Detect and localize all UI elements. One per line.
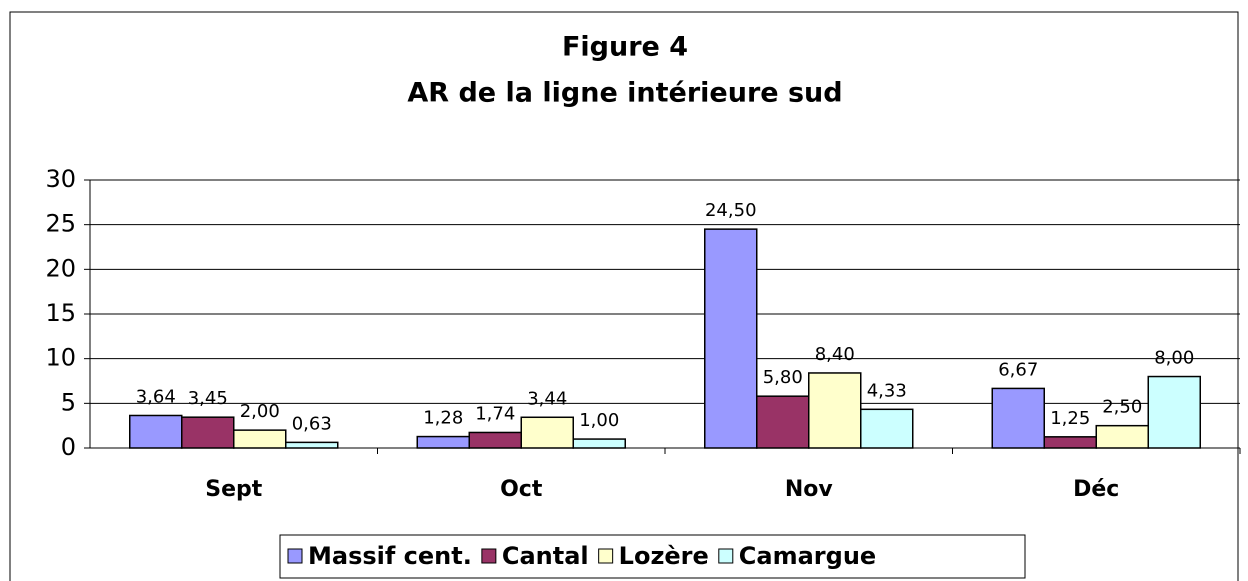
legend-label: Massif cent.	[308, 542, 472, 570]
bar	[416, 435, 470, 449]
y-tick-label: 15	[45, 299, 76, 327]
bar	[181, 416, 235, 449]
legend-label: Camargue	[739, 542, 876, 570]
bar	[756, 395, 810, 449]
data-label: 8,40	[815, 344, 855, 365]
bar	[1043, 436, 1097, 449]
x-tick-label: Déc	[1073, 477, 1119, 502]
data-label: 1,25	[1050, 408, 1090, 429]
y-tick-label: 25	[45, 210, 76, 238]
legend-label: Lozère	[619, 542, 709, 570]
chart-frame	[9, 11, 1239, 581]
data-label: 3,44	[527, 388, 567, 409]
bar	[572, 438, 626, 449]
legend-swatch	[481, 548, 497, 564]
y-tick-label: 20	[45, 254, 76, 282]
bar	[991, 387, 1045, 449]
bar	[520, 416, 574, 449]
y-tick-label: 30	[45, 165, 76, 193]
y-tick-label: 5	[61, 388, 76, 416]
data-label: 6,67	[998, 359, 1038, 380]
data-label: 1,74	[475, 403, 515, 424]
chart-subtitle: AR de la ligne intérieure sud	[407, 78, 842, 109]
bar	[704, 228, 758, 449]
y-tick-label: 10	[45, 344, 76, 372]
bar	[808, 372, 862, 449]
data-label: 8,00	[1154, 348, 1194, 369]
data-label: 24,50	[705, 200, 757, 221]
y-tick-label: 0	[61, 433, 76, 461]
data-label: 4,33	[867, 380, 907, 401]
bar	[129, 414, 183, 449]
legend-box	[279, 534, 1026, 579]
legend-swatch	[718, 548, 734, 564]
data-label: 5,80	[763, 367, 803, 388]
data-label: 0,63	[292, 413, 332, 434]
bar	[285, 441, 339, 449]
data-label: 3,64	[136, 386, 176, 407]
bar	[1095, 424, 1149, 449]
legend-label: Cantal	[502, 542, 589, 570]
bar	[468, 431, 522, 449]
x-tick-label: Oct	[500, 477, 543, 502]
data-label: 2,50	[1102, 397, 1142, 418]
data-label: 2,00	[240, 401, 280, 422]
legend-swatch	[598, 548, 614, 564]
chart-title: Figure 4	[562, 32, 688, 63]
x-tick-label: Sept	[205, 477, 263, 502]
x-tick-label: Nov	[785, 477, 834, 502]
bar	[1147, 375, 1201, 449]
data-label: 3,45	[188, 388, 228, 409]
data-label: 1,00	[579, 410, 619, 431]
bar	[860, 408, 914, 449]
legend-swatch	[287, 548, 303, 564]
bar	[233, 429, 287, 449]
data-label: 1,28	[423, 408, 463, 429]
